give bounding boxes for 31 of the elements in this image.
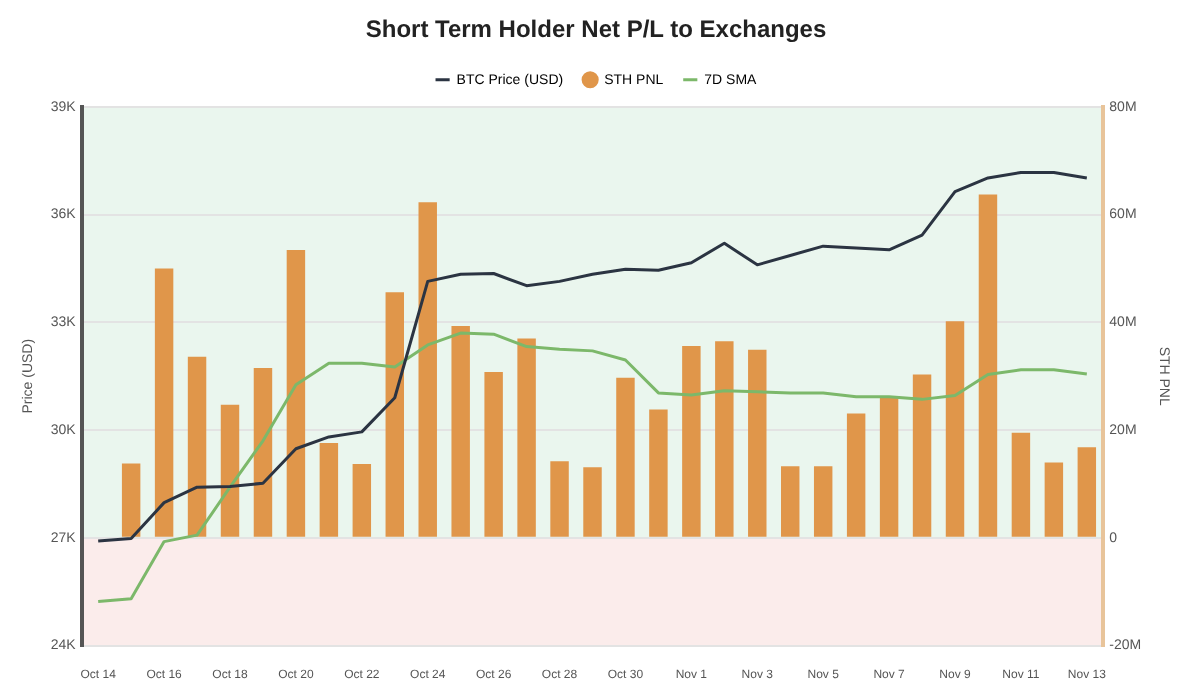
- bar: [253, 368, 273, 537]
- bar: [748, 349, 767, 537]
- bar: [121, 463, 141, 537]
- bar: [352, 464, 372, 537]
- bar: [418, 202, 437, 537]
- bar: [813, 466, 833, 537]
- bar: [286, 250, 306, 537]
- chart-title: Short Term Holder Net P/L to Exchanges: [365, 15, 827, 44]
- bar: [781, 466, 800, 537]
- bar: [978, 194, 998, 537]
- bar: [550, 461, 569, 537]
- bar: [220, 404, 240, 537]
- bar: [154, 268, 174, 537]
- bar: [583, 467, 602, 537]
- bar: [846, 413, 866, 537]
- bar: [1044, 462, 1064, 537]
- bar: [649, 409, 668, 537]
- bar: [484, 371, 503, 537]
- bar: [912, 374, 932, 537]
- bar: [879, 396, 899, 537]
- bar: [187, 356, 207, 537]
- bar: [945, 321, 965, 537]
- bar: [1077, 447, 1097, 537]
- bar: [517, 338, 536, 537]
- bar: [616, 377, 635, 537]
- bar: [1011, 432, 1031, 537]
- bar: [319, 443, 339, 537]
- bar: [715, 341, 734, 537]
- bar: [385, 292, 405, 537]
- bar: [451, 326, 470, 537]
- bar: [682, 346, 701, 537]
